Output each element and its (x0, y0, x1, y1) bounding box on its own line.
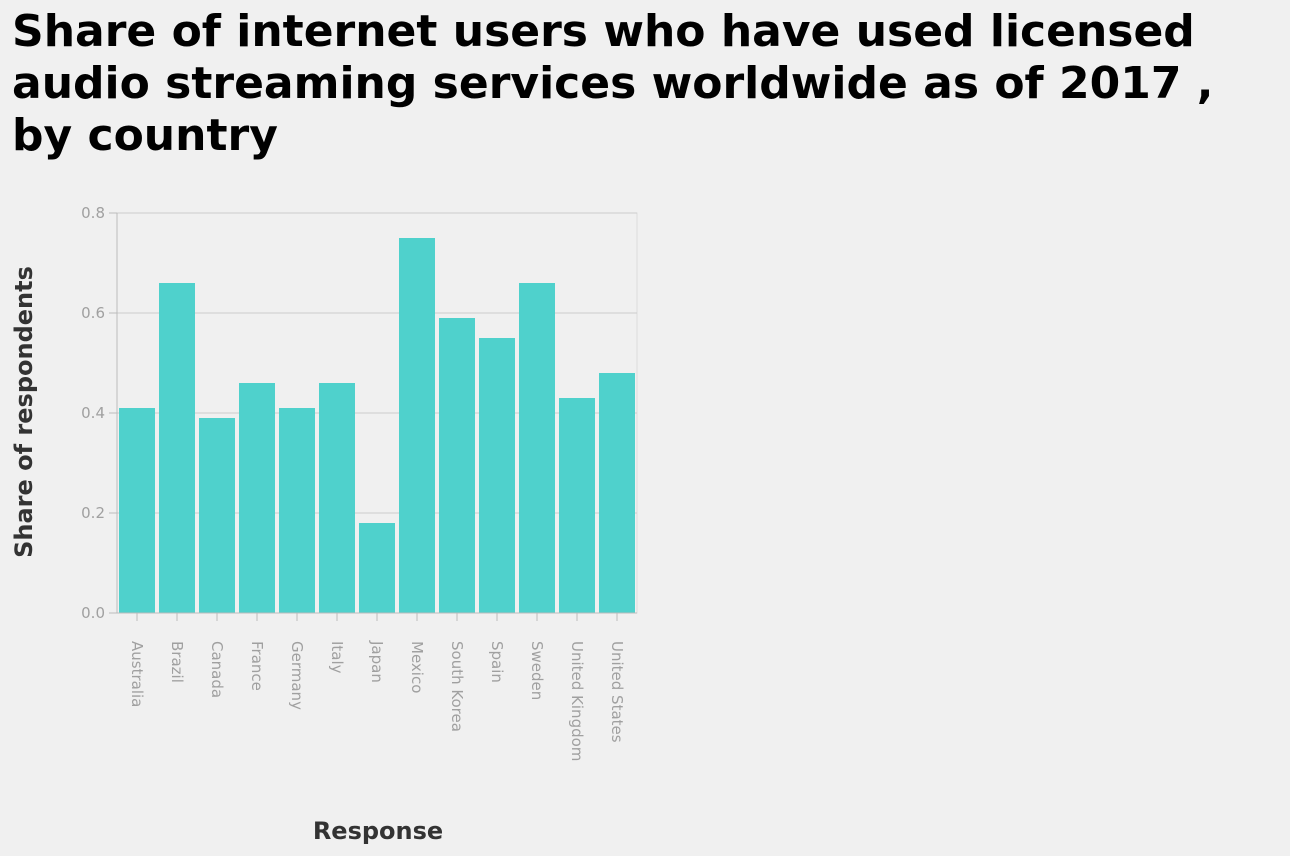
bar-italy (319, 383, 355, 613)
x-tick-label: Italy (328, 641, 346, 674)
bar-spain (479, 338, 515, 613)
bar-france (239, 383, 275, 613)
bar-united-states (599, 373, 635, 613)
y-tick-label: 0.0 (81, 604, 105, 622)
x-tick-label: France (248, 641, 266, 691)
x-tick-label: Japan (368, 640, 386, 683)
bar-brazil (159, 283, 195, 613)
chart-title: Share of internet users who have used li… (12, 6, 1214, 161)
y-tick-label: 0.6 (81, 304, 105, 322)
axes (109, 212, 637, 621)
x-tick-label: United States (608, 641, 626, 743)
x-tick-label: Spain (488, 641, 506, 683)
x-tick-label: Brazil (168, 641, 186, 683)
bar-canada (199, 418, 235, 613)
x-tick-label: Germany (288, 641, 306, 710)
bar-united-kingdom (559, 398, 595, 613)
bar-australia (119, 408, 155, 613)
y-tick-label: 0.4 (81, 404, 105, 422)
bars (119, 238, 635, 613)
x-tick-label: Canada (208, 641, 226, 698)
x-tick-label: Sweden (528, 641, 546, 700)
y-tick-label: 0.8 (81, 204, 105, 222)
y-tick-labels: 0.0 0.2 0.4 0.6 0.8 (81, 204, 105, 622)
bar-south-korea (439, 318, 475, 613)
x-tick-label: United Kingdom (568, 641, 586, 761)
y-tick-label: 0.2 (81, 504, 105, 522)
x-tick-label: South Korea (448, 641, 466, 732)
bar-mexico (399, 238, 435, 613)
x-tick-label: Mexico (408, 641, 426, 693)
x-tick-labels: Australia Brazil Canada France Germany Italy J… (128, 640, 626, 761)
x-tick-label: Australia (128, 641, 146, 707)
bar-sweden (519, 283, 555, 613)
x-axis-title: Response (313, 817, 443, 845)
y-axis-title: Share of respondents (10, 266, 38, 558)
bar-japan (359, 523, 395, 613)
bar-germany (279, 408, 315, 613)
